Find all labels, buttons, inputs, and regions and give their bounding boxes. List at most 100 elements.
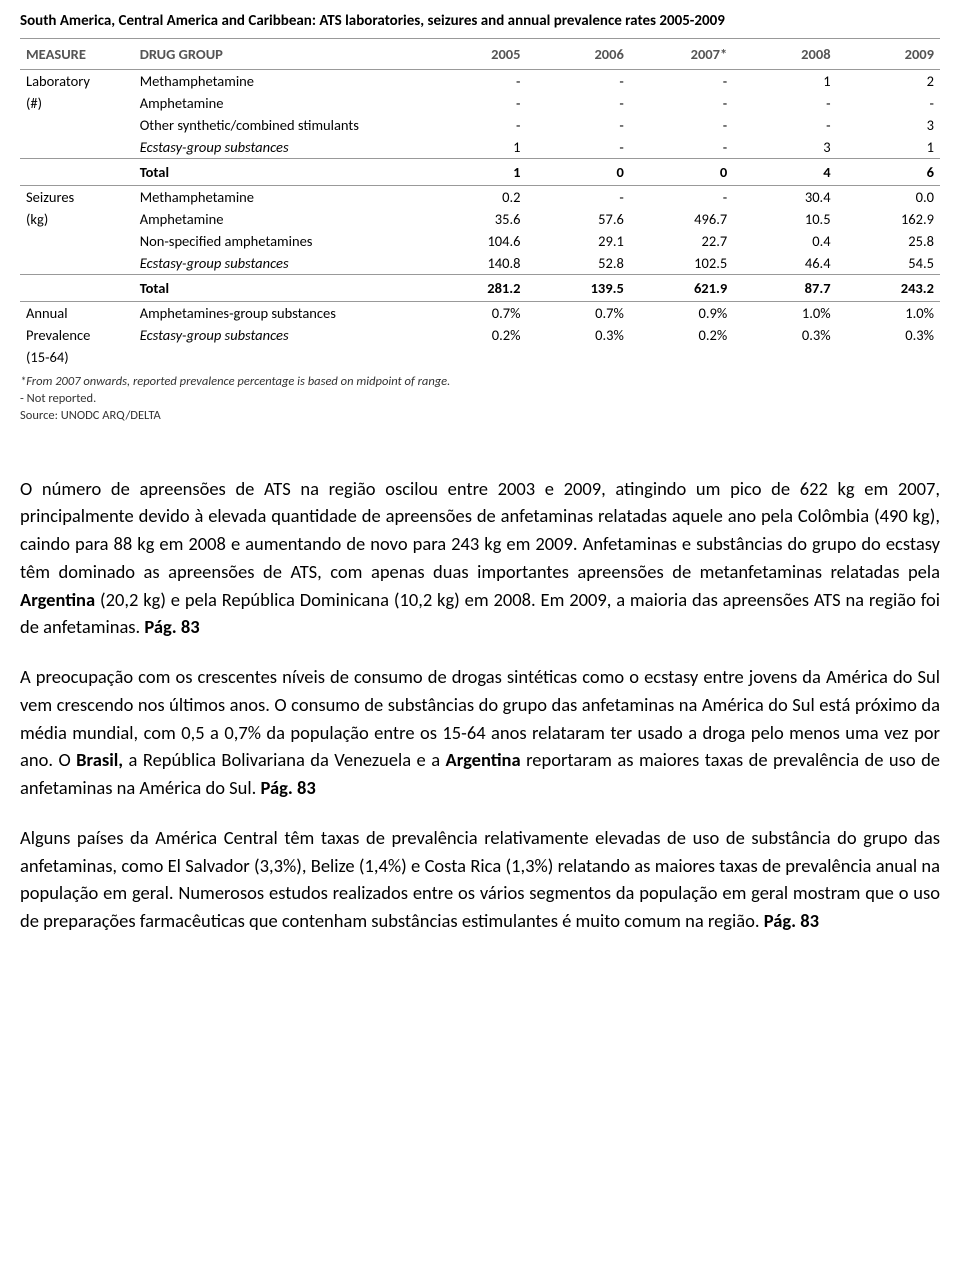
paragraph: O número de apreensões de ATS na região … [20, 475, 940, 642]
value-cell: 1 [733, 70, 836, 93]
data-table: MEASURE DRUG GROUP 2005 2006 2007* 2008 … [20, 38, 940, 368]
header-year-1: 2006 [527, 39, 630, 70]
value-cell: 0.2 [423, 186, 526, 209]
header-year-2: 2007* [630, 39, 733, 70]
value-cell: 2 [837, 70, 940, 93]
table-row: (kg)Amphetamine35.657.6496.710.5162.9 [20, 208, 940, 230]
table-row: SeizuresMethamphetamine0.2--30.40.0 [20, 186, 940, 209]
value-cell: - [423, 70, 526, 93]
measure-cell [20, 252, 134, 275]
table-row: Ecstasy-group substances140.852.8102.546… [20, 252, 940, 275]
value-cell: 0.4 [733, 230, 836, 252]
value-cell: - [527, 114, 630, 136]
value-cell: - [527, 136, 630, 159]
value-cell: - [630, 70, 733, 93]
drug-cell: Ecstasy-group substances [134, 136, 423, 159]
footnotes: *From 2007 onwards, reported prevalence … [20, 374, 940, 425]
value-cell: 22.7 [630, 230, 733, 252]
value-cell: 102.5 [630, 252, 733, 275]
value-cell: 0.3% [837, 324, 940, 346]
value-cell [837, 346, 940, 368]
value-cell: 496.7 [630, 208, 733, 230]
value-cell: 52.8 [527, 252, 630, 275]
measure-cell: Prevalence [20, 324, 134, 346]
value-cell: 1.0% [837, 302, 940, 325]
table-row: (#)Amphetamine----- [20, 92, 940, 114]
value-cell: 0.2% [630, 324, 733, 346]
total-value: 1 [423, 159, 526, 186]
value-cell: - [527, 70, 630, 93]
table-title: South America, Central America and Carib… [20, 12, 940, 30]
text-run-bold: Pág. 83 [260, 776, 315, 799]
value-cell: - [630, 92, 733, 114]
text-run-bold: Pág. 83 [764, 909, 819, 932]
value-cell [527, 346, 630, 368]
measure-cell: (kg) [20, 208, 134, 230]
total-value: 0 [630, 159, 733, 186]
footnote-line: Source: UNODC ARQ/DELTA [20, 408, 940, 425]
value-cell: - [423, 114, 526, 136]
value-cell: 3 [837, 114, 940, 136]
value-cell: 3 [733, 136, 836, 159]
value-cell: 35.6 [423, 208, 526, 230]
value-cell: 162.9 [837, 208, 940, 230]
header-year-3: 2008 [733, 39, 836, 70]
drug-cell: Non-specified amphetamines [134, 230, 423, 252]
table-row: LaboratoryMethamphetamine---12 [20, 70, 940, 93]
table-row: (15-64) [20, 346, 940, 368]
text-run-bold: Brasil, [76, 748, 123, 771]
value-cell: 0.0 [837, 186, 940, 209]
table-row: Non-specified amphetamines104.629.122.70… [20, 230, 940, 252]
value-cell: 0.3% [733, 324, 836, 346]
value-cell: 57.6 [527, 208, 630, 230]
measure-cell: Laboratory [20, 70, 134, 93]
footnote-line: - Not reported. [20, 391, 940, 408]
value-cell: - [630, 186, 733, 209]
header-year-0: 2005 [423, 39, 526, 70]
table-row: Ecstasy-group substances1--31 [20, 136, 940, 159]
total-value: 621.9 [630, 275, 733, 302]
value-cell: 0.7% [527, 302, 630, 325]
text-run-bold: Argentina [446, 748, 521, 771]
value-cell: 10.5 [733, 208, 836, 230]
value-cell: 0.9% [630, 302, 733, 325]
table-header-row: MEASURE DRUG GROUP 2005 2006 2007* 2008 … [20, 39, 940, 70]
table-total-row: Total281.2139.5621.987.7243.2 [20, 275, 940, 302]
value-cell: 1 [423, 136, 526, 159]
drug-cell: Amphetamine [134, 208, 423, 230]
value-cell: 25.8 [837, 230, 940, 252]
drug-cell: Methamphetamine [134, 70, 423, 93]
value-cell: - [527, 92, 630, 114]
paragraph: Alguns países da América Central têm tax… [20, 824, 940, 935]
value-cell: 0.2% [423, 324, 526, 346]
value-cell: - [837, 92, 940, 114]
text-run: O número de apreensões de ATS na região … [20, 477, 940, 583]
measure-cell [20, 230, 134, 252]
value-cell: 46.4 [733, 252, 836, 275]
value-cell: - [733, 114, 836, 136]
measure-cell [20, 114, 134, 136]
total-label: Total [134, 275, 423, 302]
table-row: AnnualAmphetamines-group substances0.7%0… [20, 302, 940, 325]
value-cell [423, 346, 526, 368]
drug-cell: Amphetamine [134, 92, 423, 114]
total-value: 281.2 [423, 275, 526, 302]
value-cell: 0.3% [527, 324, 630, 346]
value-cell: 140.8 [423, 252, 526, 275]
value-cell: - [733, 92, 836, 114]
drug-cell: Amphetamines-group substances [134, 302, 423, 325]
header-year-4: 2009 [837, 39, 940, 70]
table-row: PrevalenceEcstasy-group substances0.2%0.… [20, 324, 940, 346]
value-cell: - [527, 186, 630, 209]
text-run: a República Bolivariana da Venezuela e a [123, 748, 445, 771]
total-value: 0 [527, 159, 630, 186]
value-cell: 54.5 [837, 252, 940, 275]
drug-cell: Ecstasy-group substances [134, 252, 423, 275]
value-cell: 1 [837, 136, 940, 159]
drug-cell: Ecstasy-group substances [134, 324, 423, 346]
footnote-line: *From 2007 onwards, reported prevalence … [20, 374, 940, 391]
value-cell: - [630, 114, 733, 136]
value-cell [630, 346, 733, 368]
total-value: 4 [733, 159, 836, 186]
measure-cell: (#) [20, 92, 134, 114]
